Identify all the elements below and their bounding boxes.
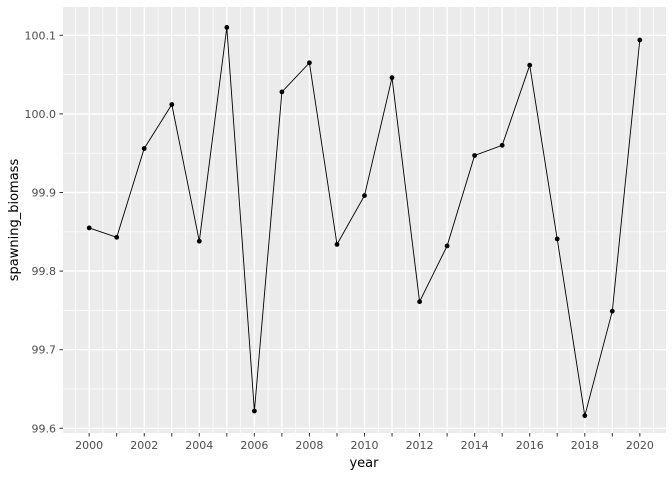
data-point — [582, 413, 588, 419]
y-tick-label: 99.7 — [32, 344, 57, 357]
y-tick-label: 100.1 — [25, 29, 57, 42]
data-point — [527, 62, 533, 68]
x-tick-label: 2012 — [406, 439, 434, 452]
data-point — [472, 153, 477, 158]
y-tick-label: 99.8 — [32, 265, 57, 278]
data-point — [86, 225, 92, 231]
x-tick-label: 2010 — [351, 439, 379, 452]
data-point — [196, 238, 202, 244]
x-tick-label: 2020 — [626, 439, 654, 452]
data-point — [637, 37, 643, 43]
y-tick-label: 99.6 — [32, 422, 57, 435]
data-point — [362, 193, 367, 199]
y-tick-label: 100.0 — [25, 108, 57, 121]
data-point — [169, 102, 175, 107]
data-point — [389, 75, 395, 81]
x-tick-label: 2016 — [516, 439, 544, 452]
x-tick-label: 2008 — [295, 439, 323, 452]
x-tick-label: 2014 — [461, 439, 489, 452]
data-point — [252, 408, 257, 414]
x-tick-label: 2002 — [130, 439, 158, 452]
x-tick-label: 2006 — [240, 439, 268, 452]
data-point — [224, 25, 230, 30]
data-point — [307, 60, 312, 66]
x-tick-label: 2018 — [571, 439, 599, 452]
y-tick-label: 99.9 — [32, 186, 57, 199]
data-point — [609, 308, 615, 314]
data-point — [114, 234, 120, 240]
y-axis-title: spawning_biomass — [7, 159, 22, 282]
data-point — [417, 299, 422, 305]
data-point — [279, 89, 285, 95]
x-tick-label: 2004 — [185, 439, 213, 452]
data-point — [334, 242, 340, 247]
x-axis-title: year — [349, 456, 379, 471]
data-point — [499, 142, 505, 148]
data-point — [444, 243, 450, 249]
data-point — [554, 236, 560, 242]
x-tick-label: 2000 — [75, 439, 103, 452]
data-point — [141, 146, 147, 151]
